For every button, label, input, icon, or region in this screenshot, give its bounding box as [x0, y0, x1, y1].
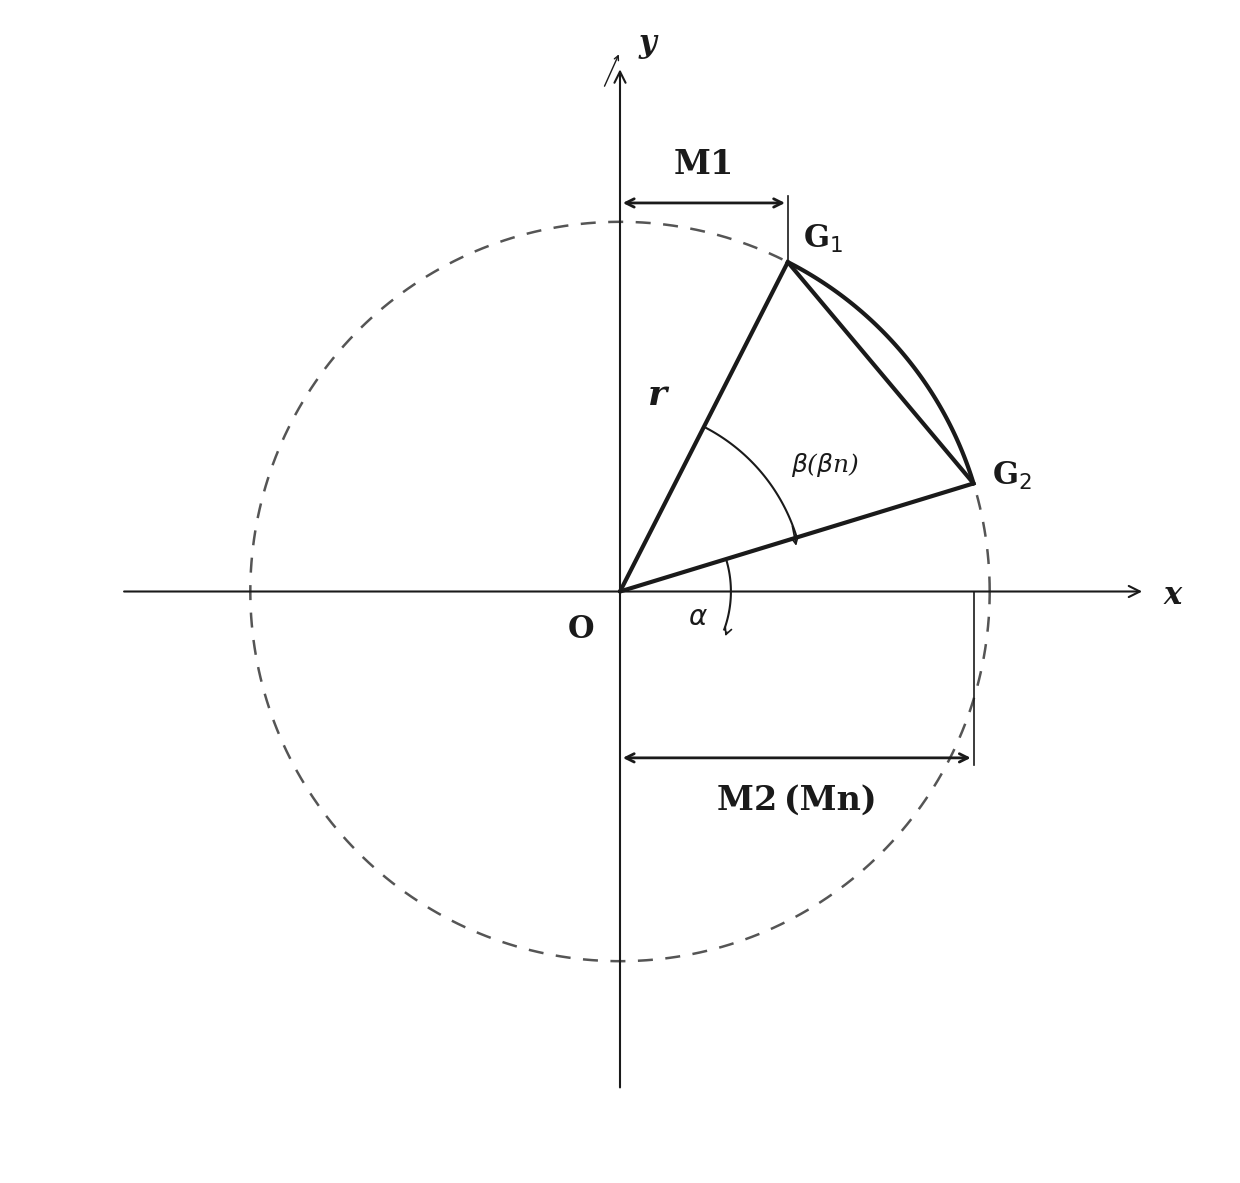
Text: $\beta$($\beta$n): $\beta$($\beta$n) — [791, 451, 859, 479]
Text: x: x — [1163, 580, 1182, 610]
Text: M1: M1 — [673, 148, 734, 181]
Text: M2 (Mn): M2 (Mn) — [717, 784, 877, 816]
Text: y: y — [639, 28, 656, 59]
Text: G$_2$: G$_2$ — [992, 460, 1032, 492]
Text: G$_1$: G$_1$ — [802, 222, 843, 254]
Text: O: O — [568, 614, 594, 645]
Text: r: r — [649, 379, 667, 412]
Text: $\alpha$: $\alpha$ — [688, 603, 708, 631]
